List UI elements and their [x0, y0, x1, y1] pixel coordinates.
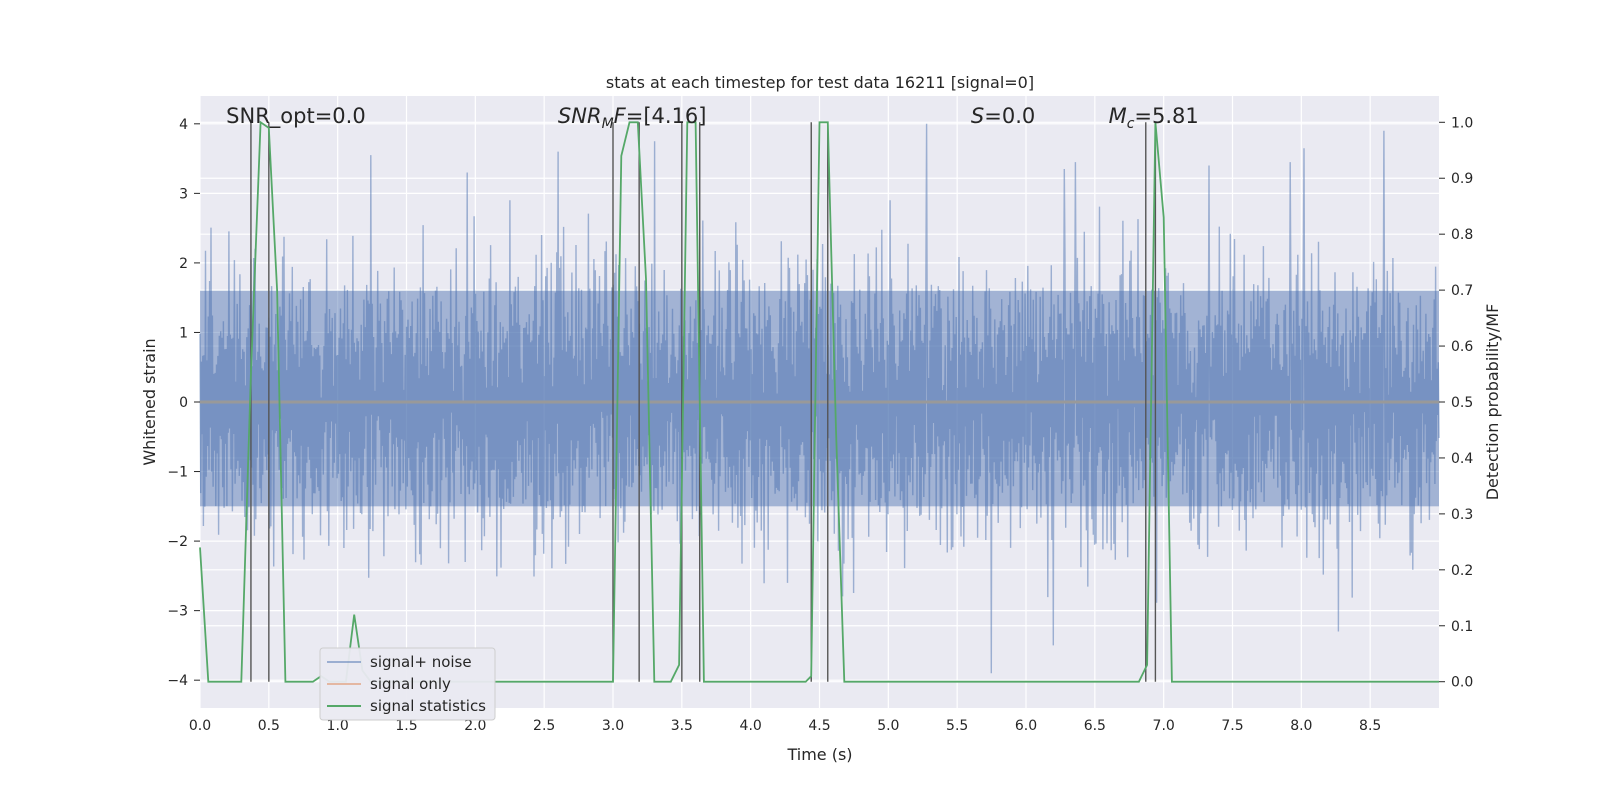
x-tick-label-14: 7.0 [1153, 718, 1175, 734]
y2-tick-label-4: 0.4 [1451, 451, 1473, 467]
y2-tick-label-3: 0.3 [1451, 507, 1473, 523]
x-tick-label-9: 4.5 [808, 718, 830, 734]
y-axis-label: Whitened strain [140, 338, 159, 465]
y-tick-label-3: −1 [167, 465, 188, 481]
y-tick-label-0: −4 [167, 673, 188, 689]
x-tick-label-15: 7.5 [1221, 718, 1243, 734]
annotation-2: S=0.0 [971, 104, 1035, 128]
chart-title: stats at each timestep for test data 162… [606, 73, 1034, 92]
y-axis-ticks: −4 −3 −2 −1 0 1 2 3 4 [167, 117, 200, 689]
x-tick-label-12: 6.0 [1015, 718, 1037, 734]
y2-tick-label-6: 0.6 [1451, 339, 1473, 355]
y-tick-label-4: 0 [179, 395, 188, 411]
annotation-3: Mc=5.81 [1109, 104, 1199, 132]
legend-label-signal-noise: signal+ noise [370, 653, 472, 671]
legend-box [319, 647, 496, 721]
x-tick-label-11: 5.5 [946, 718, 968, 734]
x-tick-label-7: 3.5 [671, 718, 693, 734]
y2-tick-label-1: 0.1 [1451, 619, 1473, 635]
y2-axis-label: Detection probability/MF [1483, 304, 1502, 501]
x-tick-label-10: 5.0 [877, 718, 899, 734]
x-tick-label-1: 0.5 [258, 718, 280, 734]
signal-noise-line [199, 123, 1440, 674]
x-tick-label-3: 1.5 [395, 718, 417, 734]
legend-label-signal-statistics: signal statistics [370, 697, 486, 715]
series-signal-noise [199, 123, 1440, 674]
x-axis-ticks: 0.0 0.5 1.0 1.5 2.0 2.5 3.0 3.5 4.0 4.5 5.0 5.5 6.0 6… [189, 718, 1381, 734]
y2-tick-label-2: 0.2 [1451, 563, 1473, 579]
x-tick-label-13: 6.5 [1084, 718, 1106, 734]
legend-label-signal-only: signal only [370, 675, 451, 693]
series-signal-statistics [199, 120, 1439, 683]
y2-tick-label-9: 0.9 [1451, 171, 1473, 187]
y-tick-label-7: 3 [179, 186, 188, 202]
x-tick-label-8: 4.0 [740, 718, 762, 734]
annotations: SNR_opt=0.0 SNRMF=[4.16] S=0.0 Mc=5.81 [226, 104, 1199, 132]
annotation-1: SNRMF=[4.16] [558, 104, 707, 132]
y-tick-label-2: −2 [167, 534, 188, 550]
x-tick-label-16: 8.0 [1290, 718, 1312, 734]
y2-tick-label-8: 0.8 [1451, 227, 1473, 243]
x-tick-label-5: 2.5 [533, 718, 555, 734]
y-tick-label-5: 1 [179, 325, 188, 341]
signal-noise-band [200, 290, 1439, 507]
x-tick-label-0: 0.0 [189, 718, 211, 734]
y2-tick-label-7: 0.7 [1451, 283, 1473, 299]
y-tick-label-1: −3 [167, 604, 188, 620]
legend: signal+ noise signal only signal statist… [319, 647, 496, 721]
y-tick-label-6: 2 [179, 256, 188, 272]
x-tick-label-4: 2.0 [464, 718, 486, 734]
signal-statistics-line [199, 120, 1439, 683]
y2-tick-label-0: 0.0 [1451, 675, 1473, 691]
annotation-0: SNR_opt=0.0 [226, 104, 366, 129]
y-tick-label-8: 4 [179, 117, 188, 133]
y2-tick-label-10: 1.0 [1451, 115, 1473, 131]
vertical-lines [250, 122, 1157, 682]
x-tick-label-17: 8.5 [1359, 718, 1381, 734]
x-tick-label-2: 1.0 [327, 718, 349, 734]
y2-axis-ticks: 0.0 0.1 0.2 0.3 0.4 0.5 0.6 0.7 0.8 0.9 1.0 [1439, 115, 1473, 691]
y2-tick-label-5: 0.5 [1451, 395, 1473, 411]
x-tick-label-6: 3.0 [602, 718, 624, 734]
x-axis-label: Time (s) [786, 745, 852, 764]
